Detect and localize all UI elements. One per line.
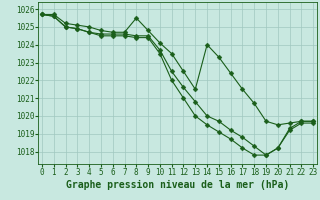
- X-axis label: Graphe pression niveau de la mer (hPa): Graphe pression niveau de la mer (hPa): [66, 180, 289, 190]
